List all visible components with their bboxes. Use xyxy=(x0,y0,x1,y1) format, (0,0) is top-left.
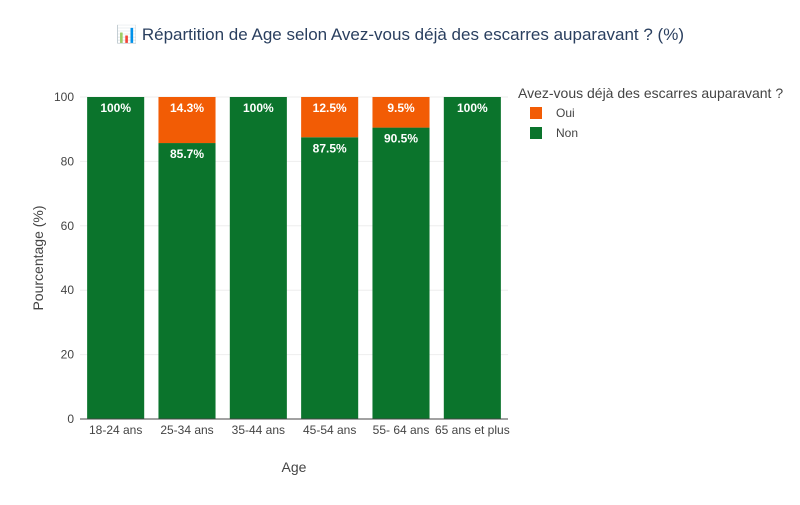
data-label: 100% xyxy=(100,101,131,115)
bars xyxy=(87,97,501,419)
data-label: 85.7% xyxy=(170,147,204,161)
legend-swatch xyxy=(530,127,542,139)
x-tick-label: 35-44 ans xyxy=(232,423,285,437)
bar-oui xyxy=(158,97,216,144)
grid-lines xyxy=(80,96,508,356)
data-label: 12.5% xyxy=(313,101,347,115)
y-axis-title: Pourcentage (%) xyxy=(30,205,46,310)
chart-title: 📊 Répartition de Age selon Avez-vous déj… xyxy=(116,24,684,44)
legend-label: Non xyxy=(556,126,578,140)
x-tick-label: 55- 64 ans xyxy=(373,423,430,437)
legend-swatch xyxy=(530,107,542,119)
axes: 0 20 40 60 80 100 18-24 ans 25-34 ans 35-44 ans 4… xyxy=(54,90,510,437)
bar-non xyxy=(87,97,145,419)
data-label: 87.5% xyxy=(313,141,347,155)
data-label: 14.3% xyxy=(170,101,204,115)
x-tick-label: 65 ans et plus xyxy=(435,423,510,437)
x-tick-label: 45-54 ans xyxy=(303,423,356,437)
data-label: 9.5% xyxy=(387,101,415,115)
bar-non xyxy=(301,137,359,419)
y-tick-label: 40 xyxy=(61,283,75,297)
y-tick-label: 80 xyxy=(61,154,75,168)
y-tick-label: 20 xyxy=(61,348,75,362)
legend-item-non: Non xyxy=(530,126,578,140)
legend-title: Avez-vous déjà des escarres auparavant ? xyxy=(518,85,783,101)
y-tick-label: 60 xyxy=(61,219,75,233)
legend: Avez-vous déjà des escarres auparavant ?… xyxy=(518,85,783,140)
bar-non xyxy=(158,143,216,419)
x-tick-label: 25-34 ans xyxy=(160,423,213,437)
x-tick-label: 18-24 ans xyxy=(89,423,142,437)
bar-non xyxy=(443,97,501,419)
legend-item-oui: Oui xyxy=(530,106,575,120)
data-label: 100% xyxy=(243,101,274,115)
y-tick-label: 100 xyxy=(54,90,74,104)
y-tick-label: 0 xyxy=(67,412,74,426)
x-axis-title: Age xyxy=(282,459,307,475)
legend-label: Oui xyxy=(556,106,575,120)
data-labels: 100% 85.7% 14.3% 100% 87.5% 12.5% 90.5% 9.5% 100… xyxy=(100,101,488,161)
bar-non xyxy=(372,127,430,419)
data-label: 100% xyxy=(457,101,488,115)
bar-oui xyxy=(301,97,359,138)
data-label: 90.5% xyxy=(384,132,418,146)
bar-non xyxy=(229,97,287,419)
bar-oui xyxy=(372,97,430,128)
